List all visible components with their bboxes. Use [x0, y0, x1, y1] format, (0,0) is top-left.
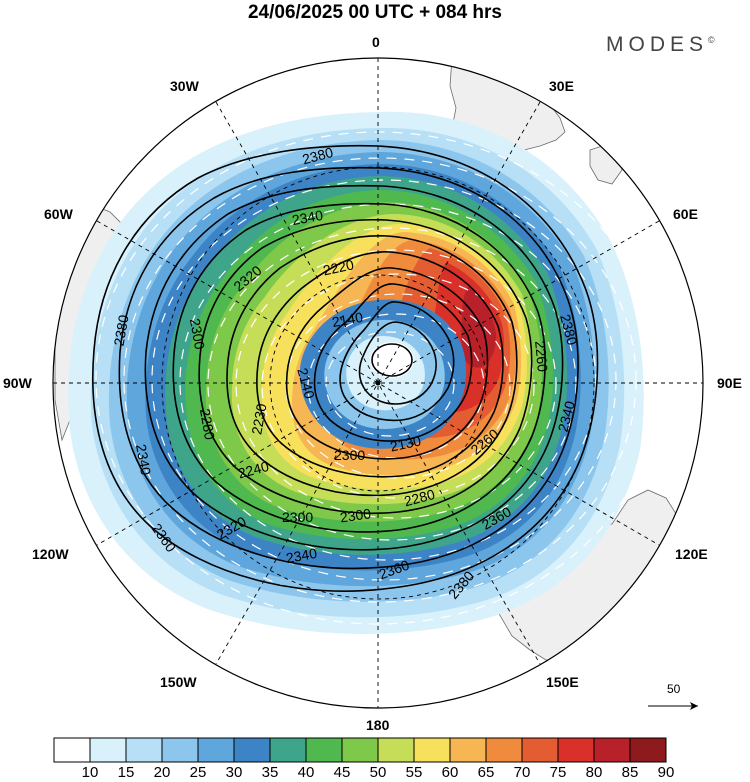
reference-vector — [648, 702, 698, 710]
south-pole-marker — [375, 380, 381, 386]
colorbar-swatch — [233, 737, 271, 763]
contour-label: 2380 — [111, 313, 132, 347]
contour-label: 2140 — [331, 309, 365, 330]
colorbar-swatch — [125, 737, 163, 763]
colorbar-swatch — [593, 737, 631, 763]
colorbar-label: 80 — [585, 764, 603, 781]
contour-label: 2280 — [402, 486, 436, 510]
lon-label-90w: 90W — [3, 375, 32, 391]
reference-vector-label: 50 — [667, 682, 681, 696]
colorbar-label: 65 — [477, 764, 495, 781]
lon-label-120e: 120E — [675, 546, 708, 562]
map-boundary — [52, 57, 704, 709]
colorbar-swatch — [305, 737, 343, 763]
contour-label: 2300 — [282, 509, 313, 525]
map-title: 24/06/2025 00 UTC + 084 hrs — [247, 2, 503, 23]
contour-label: 2260 — [532, 340, 551, 373]
lon-label-90e: 90E — [717, 375, 742, 391]
lon-label-180: 180 — [366, 717, 390, 733]
contour-label: 2380 — [301, 144, 335, 168]
colorbar — [53, 737, 667, 763]
lon-label-30w: 30W — [170, 78, 199, 94]
colorbar-swatch — [413, 737, 451, 763]
colorbar-label: 25 — [189, 764, 207, 781]
map-disk — [53, 58, 703, 708]
colorbar-label: 15 — [117, 764, 135, 781]
contour-label: 2380 — [557, 313, 581, 347]
colorbar-label: 50 — [369, 764, 387, 781]
colorbar-swatch — [521, 737, 559, 763]
wind-speed-shading — [68, 111, 644, 634]
lon-label-60w: 60W — [44, 206, 73, 222]
colorbar-swatch — [557, 737, 595, 763]
contour-label: 2340 — [133, 443, 154, 477]
colorbar-label: 45 — [333, 764, 351, 781]
lon-label-150e: 150E — [546, 674, 579, 690]
colorbar-label: 70 — [513, 764, 531, 781]
lon-label-60e: 60E — [673, 206, 698, 222]
contour-label: 2340 — [285, 545, 319, 566]
colorbar-swatch — [269, 737, 307, 763]
brand-logo: MODES© — [606, 33, 715, 57]
colorbar-swatch — [377, 737, 415, 763]
lon-label-30e: 30E — [549, 78, 574, 94]
contour-label: 2130 — [389, 432, 423, 454]
contour-label: 2240 — [236, 458, 270, 482]
colorbar-label: 85 — [621, 764, 639, 781]
colorbar-label: 35 — [261, 764, 279, 781]
contour-label: 2300 — [187, 317, 208, 351]
colorbar-label: 55 — [405, 764, 423, 781]
colorbar-swatch — [53, 737, 91, 763]
colorbar-label: 90 — [657, 764, 675, 781]
colorbar-swatch — [485, 737, 523, 763]
colorbar-swatch — [89, 737, 127, 763]
lon-label-150w: 150W — [160, 674, 197, 690]
contour-label: 2220 — [322, 256, 356, 278]
lon-label-0: 0 — [372, 34, 380, 50]
contour-label: 2300 — [339, 505, 372, 525]
contour-label: 2140 — [294, 366, 318, 400]
colorbar-swatch — [449, 737, 487, 763]
brand-name: MODES — [606, 33, 709, 56]
graticule — [53, 58, 703, 708]
contour-label: 2300 — [334, 447, 365, 463]
contour-label: 2340 — [555, 399, 579, 433]
colorbar-swatch — [197, 737, 235, 763]
colorbar-label: 40 — [297, 764, 315, 781]
colorbar-label: 30 — [225, 764, 243, 781]
height-contours — [91, 144, 599, 592]
colorbar-label: 20 — [153, 764, 171, 781]
contour-label: 2230 — [248, 402, 269, 436]
lon-label-120w: 120W — [32, 546, 69, 562]
contour-label: 2340 — [291, 207, 325, 228]
colorbar-label: 10 — [81, 764, 99, 781]
colorbar-label: 60 — [441, 764, 459, 781]
copyright-mark: © — [708, 35, 715, 45]
contour-label: 2280 — [197, 407, 218, 441]
colorbar-swatch — [629, 737, 667, 763]
colorbar-swatch — [161, 737, 199, 763]
colorbar-label: 75 — [549, 764, 567, 781]
colorbar-swatch — [341, 737, 379, 763]
